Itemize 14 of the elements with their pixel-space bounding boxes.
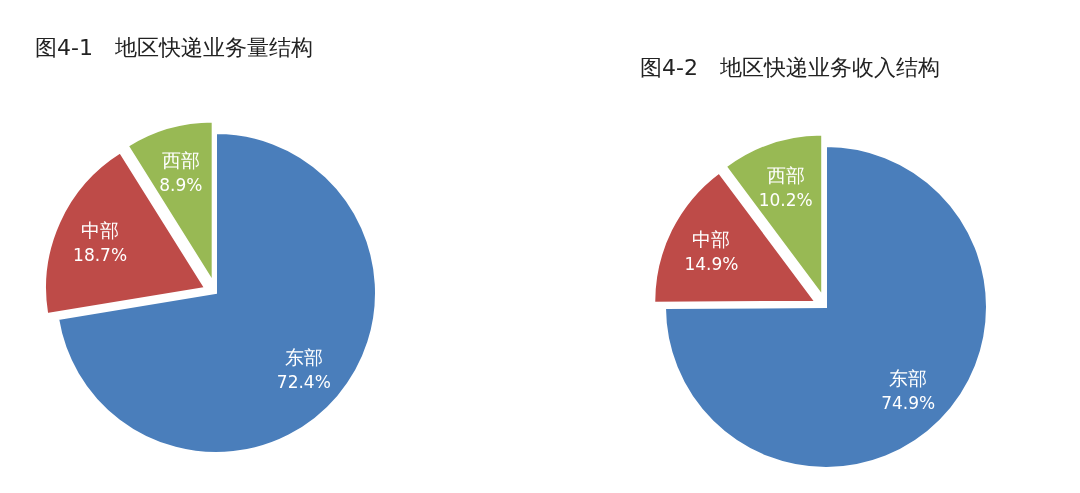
chart-title: 图4-2 地区快递业务收入结构 (640, 55, 940, 80)
data-label: 18.7% (73, 244, 128, 265)
chart-title: 图4-1 地区快递业务量结构 (35, 35, 313, 60)
data-label: 10.2% (758, 189, 813, 210)
slice-label: 中部 (692, 228, 731, 250)
slice-label: 东部 (889, 366, 928, 389)
slice-label: 东部 (284, 345, 323, 368)
data-label: 74.9% (881, 392, 936, 413)
data-label: 14.9% (684, 254, 739, 274)
slice-label: 西部 (766, 163, 805, 186)
data-label: 8.9% (159, 174, 203, 195)
slice-label: 西部 (161, 148, 200, 171)
data-label: 72.4% (276, 371, 331, 392)
slice-label: 中部 (81, 218, 120, 241)
